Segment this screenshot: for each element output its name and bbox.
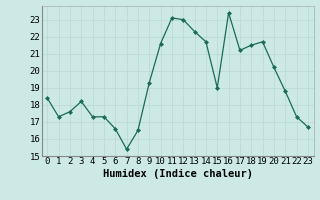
X-axis label: Humidex (Indice chaleur): Humidex (Indice chaleur) — [103, 169, 252, 179]
